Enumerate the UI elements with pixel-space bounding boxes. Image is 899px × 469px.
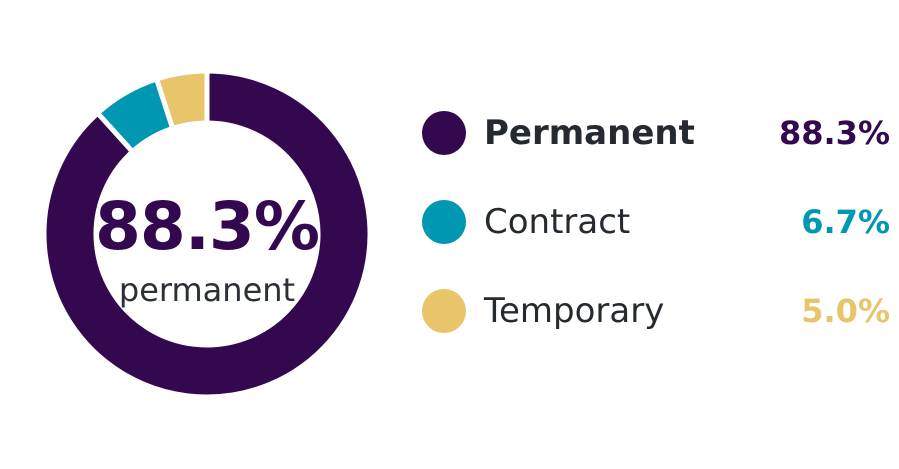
legend-label-permanent: Permanent [484,113,695,153]
legend-value-temporary: 5.0% [801,292,890,330]
legend-item-contract: Contract 6.7% [420,192,890,252]
legend-swatch-permanent [422,111,466,155]
donut-slice-temporary [153,68,210,132]
legend-value-contract: 6.7% [801,203,890,241]
legend-label-contract: Contract [484,202,631,242]
legend-item-permanent: Permanent 88.3% [420,103,890,163]
donut-chart: 88.3% permanent [41,68,373,400]
donut-slice-permanent [41,68,373,400]
legend-value-permanent: 88.3% [778,114,890,152]
center-label: permanent [119,271,295,309]
legend-item-temporary: Temporary 5.0% [420,281,890,341]
legend-swatch-temporary [422,289,466,333]
center-value: 88.3% [95,188,319,265]
donut-slices [41,68,373,400]
legend-swatch-contract [422,200,466,244]
legend-label-temporary: Temporary [484,291,665,331]
